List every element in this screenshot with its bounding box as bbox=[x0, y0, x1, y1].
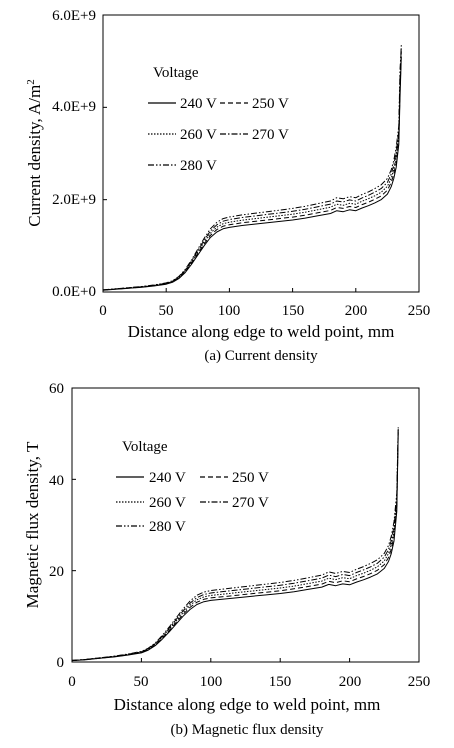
legend-label-260v: 260 V bbox=[149, 495, 186, 511]
y-tick-label: 60 bbox=[49, 381, 64, 397]
legend-label-260v: 260 V bbox=[180, 127, 217, 143]
y-axis-label-b: Magnetic flux density, T bbox=[23, 441, 42, 608]
legend-b: Voltage 240 V 250 V 260 V 270 V 280 V bbox=[116, 439, 269, 535]
x-tick-label: 200 bbox=[345, 303, 368, 319]
legend-label-280v: 280 V bbox=[180, 158, 217, 174]
legend-a: Voltage 240 V 250 V 260 V 270 V 280 V bbox=[148, 65, 289, 174]
current-density-chart: 0.0E+0 2.0E+9 4.0E+9 6.0E+9 0 50 100 150… bbox=[25, 8, 430, 364]
x-tick-label: 100 bbox=[200, 674, 223, 690]
y-tick-label: 6.0E+9 bbox=[52, 8, 96, 24]
y-tick-label: 0 bbox=[57, 655, 65, 671]
x-tick-label: 250 bbox=[408, 303, 431, 319]
legend-title: Voltage bbox=[122, 439, 168, 455]
x-axis-label-b: Distance along edge to weld point, mm bbox=[114, 695, 381, 714]
plot-area-b bbox=[71, 387, 420, 663]
series-line-270v bbox=[102, 47, 402, 291]
x-tick-label: 100 bbox=[218, 303, 241, 319]
axis-ticks-b bbox=[71, 387, 420, 663]
x-tick-label: 150 bbox=[282, 303, 305, 319]
y-tick-label: 20 bbox=[49, 564, 64, 580]
x-tick-label: 0 bbox=[68, 674, 76, 690]
x-tick-label: 250 bbox=[408, 674, 431, 690]
series-line-260v bbox=[102, 49, 402, 291]
plot-area-a bbox=[102, 14, 420, 293]
legend-label-240v: 240 V bbox=[180, 96, 217, 112]
series-line-280v bbox=[71, 427, 399, 661]
x-tick-label: 0 bbox=[99, 303, 107, 319]
series-line-250v bbox=[71, 431, 399, 662]
legend-label-280v: 280 V bbox=[149, 519, 186, 535]
chart-caption-a: (a) Current density bbox=[204, 348, 318, 364]
axis-ticks-a bbox=[102, 14, 420, 293]
series-group-b bbox=[71, 427, 399, 662]
y-axis-label-a: Current density, A/m2 bbox=[25, 79, 44, 226]
x-tick-label: 50 bbox=[134, 674, 149, 690]
series-line-260v bbox=[71, 429, 399, 661]
series-line-280v bbox=[102, 44, 402, 291]
y-tick-label: 4.0E+9 bbox=[52, 99, 96, 115]
series-group-a bbox=[102, 44, 402, 291]
x-tick-label: 200 bbox=[339, 674, 362, 690]
y-axis-label-main: Current density, A/m bbox=[25, 85, 44, 227]
series-line-270v bbox=[71, 428, 399, 661]
legend-title: Voltage bbox=[153, 65, 199, 81]
series-line-240v bbox=[71, 433, 399, 662]
legend-label-270v: 270 V bbox=[232, 495, 269, 511]
x-tick-label: 150 bbox=[269, 674, 292, 690]
y-tick-label: 0.0E+0 bbox=[52, 284, 96, 300]
y-tick-label: 40 bbox=[49, 473, 64, 489]
x-tick-label: 50 bbox=[159, 303, 174, 319]
series-line-240v bbox=[102, 56, 402, 291]
x-axis-label-a: Distance along edge to weld point, mm bbox=[128, 322, 395, 341]
legend-label-250v: 250 V bbox=[232, 470, 269, 486]
legend-label-240v: 240 V bbox=[149, 470, 186, 486]
y-tick-label: 2.0E+9 bbox=[52, 192, 96, 208]
y-axis-label-superscript: 2 bbox=[25, 79, 37, 85]
legend-label-270v: 270 V bbox=[252, 127, 289, 143]
magnetic-flux-density-chart: 0 20 40 60 0 50 100 150 200 250 Distance… bbox=[23, 381, 430, 738]
series-line-250v bbox=[102, 51, 402, 291]
chart-caption-b: (b) Magnetic flux density bbox=[171, 722, 324, 738]
legend-label-250v: 250 V bbox=[252, 96, 289, 112]
